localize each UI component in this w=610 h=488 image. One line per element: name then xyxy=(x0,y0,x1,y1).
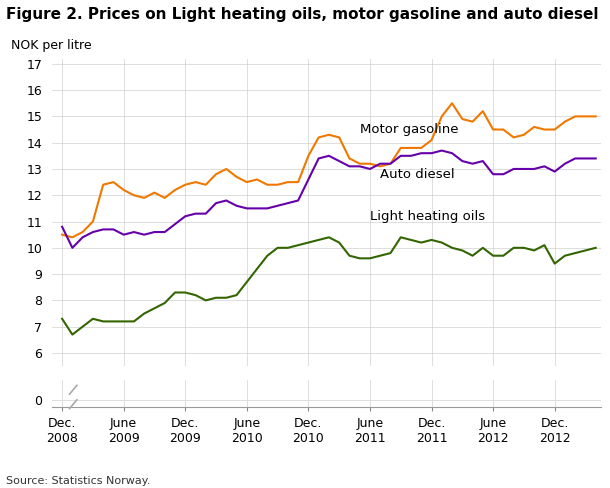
Text: Auto diesel: Auto diesel xyxy=(380,168,455,181)
Text: NOK per litre: NOK per litre xyxy=(11,40,92,52)
Text: Source: Statistics Norway.: Source: Statistics Norway. xyxy=(6,476,151,486)
Text: Figure 2. Prices on Light heating oils, motor gasoline and auto diesel: Figure 2. Prices on Light heating oils, … xyxy=(6,7,598,22)
Text: Light heating oils: Light heating oils xyxy=(370,210,485,223)
Text: Motor gasoline: Motor gasoline xyxy=(360,123,458,136)
